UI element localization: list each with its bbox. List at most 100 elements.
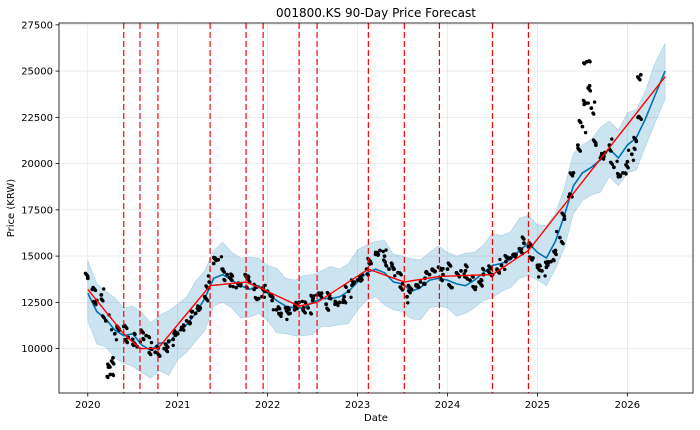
observed-point bbox=[530, 258, 534, 262]
observed-point bbox=[352, 280, 357, 284]
x-tick-label: 2025 bbox=[525, 400, 550, 411]
observed-point bbox=[112, 362, 116, 366]
observed-point bbox=[579, 120, 583, 125]
observed-point bbox=[465, 277, 470, 281]
observed-point bbox=[543, 274, 547, 278]
observed-point bbox=[255, 297, 259, 302]
observed-point bbox=[101, 299, 105, 303]
observed-point bbox=[382, 254, 387, 258]
observed-point bbox=[328, 296, 333, 301]
observed-point bbox=[555, 229, 559, 234]
observed-point bbox=[463, 269, 468, 273]
y-tick-label: 25000 bbox=[21, 67, 53, 78]
observed-point bbox=[638, 72, 643, 77]
observed-point bbox=[378, 248, 382, 253]
observed-point bbox=[319, 295, 324, 299]
observed-point bbox=[592, 112, 596, 116]
observed-point bbox=[109, 328, 114, 332]
observed-point bbox=[433, 269, 437, 273]
plot-frame bbox=[58, 22, 694, 394]
observed-point bbox=[344, 285, 348, 289]
observed-point bbox=[586, 101, 590, 105]
observed-point bbox=[219, 255, 224, 259]
gridlines bbox=[59, 23, 693, 393]
observed-point bbox=[626, 166, 630, 170]
observed-point bbox=[445, 267, 450, 271]
observed-point bbox=[337, 300, 342, 305]
x-tick-label: 2022 bbox=[255, 400, 280, 411]
observed-point bbox=[263, 283, 267, 287]
observed-point bbox=[631, 158, 636, 162]
observed-point bbox=[504, 259, 508, 264]
observed-point bbox=[103, 319, 108, 323]
observed-point bbox=[111, 373, 116, 378]
observed-point bbox=[349, 295, 353, 299]
y-axis-label: Price (KRW) bbox=[6, 179, 17, 237]
observed-point bbox=[274, 307, 279, 312]
observed-point bbox=[271, 295, 275, 300]
observed-point bbox=[182, 328, 186, 332]
observed-point bbox=[158, 354, 162, 358]
observed-point bbox=[252, 287, 256, 292]
observed-point bbox=[376, 252, 381, 257]
observed-point bbox=[174, 331, 178, 335]
observed-point bbox=[384, 264, 389, 268]
observed-point bbox=[368, 259, 372, 264]
observed-point bbox=[166, 345, 170, 349]
changepoint-lines bbox=[123, 23, 530, 393]
observed-point bbox=[108, 365, 112, 369]
observed-point bbox=[546, 260, 551, 265]
observed-point bbox=[324, 302, 328, 307]
observed-point bbox=[171, 343, 175, 348]
observed-point bbox=[108, 372, 113, 377]
observed-point bbox=[449, 285, 453, 290]
observed-point bbox=[211, 261, 216, 266]
observed-point bbox=[615, 159, 619, 163]
observed-point bbox=[562, 217, 567, 222]
observed-point bbox=[309, 312, 313, 316]
observed-point bbox=[311, 296, 316, 301]
observed-point bbox=[247, 275, 251, 279]
observed-point bbox=[522, 237, 526, 241]
observed-point bbox=[188, 321, 193, 325]
observed-point bbox=[519, 247, 524, 251]
observed-point bbox=[381, 249, 385, 254]
chart-title: 001800.KS 90-Day Price Forecast bbox=[276, 6, 476, 20]
observed-point bbox=[111, 356, 115, 360]
x-tick-label: 2024 bbox=[435, 400, 460, 411]
observed-point bbox=[480, 278, 484, 283]
observed-point bbox=[418, 280, 423, 284]
observed-point bbox=[207, 280, 212, 284]
observed-point bbox=[427, 272, 432, 277]
observed-point bbox=[471, 275, 475, 279]
y-tick-label: 20000 bbox=[21, 159, 53, 170]
observed-point bbox=[537, 275, 541, 279]
observed-point bbox=[86, 274, 90, 278]
observed-point bbox=[279, 314, 283, 319]
observed-point bbox=[270, 298, 274, 303]
observed-point bbox=[228, 284, 232, 288]
observed-point bbox=[594, 141, 598, 145]
observed-point bbox=[441, 266, 445, 271]
observed-point bbox=[189, 315, 194, 319]
observed-point bbox=[465, 265, 469, 269]
observed-point bbox=[562, 214, 567, 218]
observed-point bbox=[639, 117, 643, 122]
observed-point bbox=[580, 124, 585, 129]
observed-point bbox=[230, 274, 235, 278]
observed-point bbox=[588, 60, 592, 64]
observed-point bbox=[423, 282, 427, 286]
observed-point bbox=[498, 257, 502, 262]
observed-point bbox=[147, 335, 152, 340]
observed-point bbox=[393, 274, 397, 278]
observed-point bbox=[408, 291, 412, 295]
observed-point bbox=[234, 285, 239, 290]
observed-point bbox=[425, 270, 429, 275]
observed-point bbox=[166, 339, 171, 344]
observed-point bbox=[198, 307, 202, 311]
y-tick-label: 27500 bbox=[21, 20, 53, 31]
observed-point bbox=[225, 272, 230, 277]
observed-point bbox=[554, 252, 558, 257]
observed-point bbox=[552, 258, 556, 263]
